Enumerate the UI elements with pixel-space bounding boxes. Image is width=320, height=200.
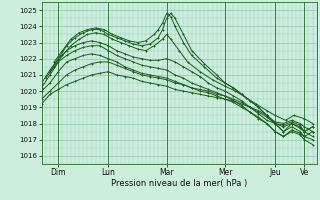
X-axis label: Pression niveau de la mer( hPa ): Pression niveau de la mer( hPa ) xyxy=(111,179,247,188)
